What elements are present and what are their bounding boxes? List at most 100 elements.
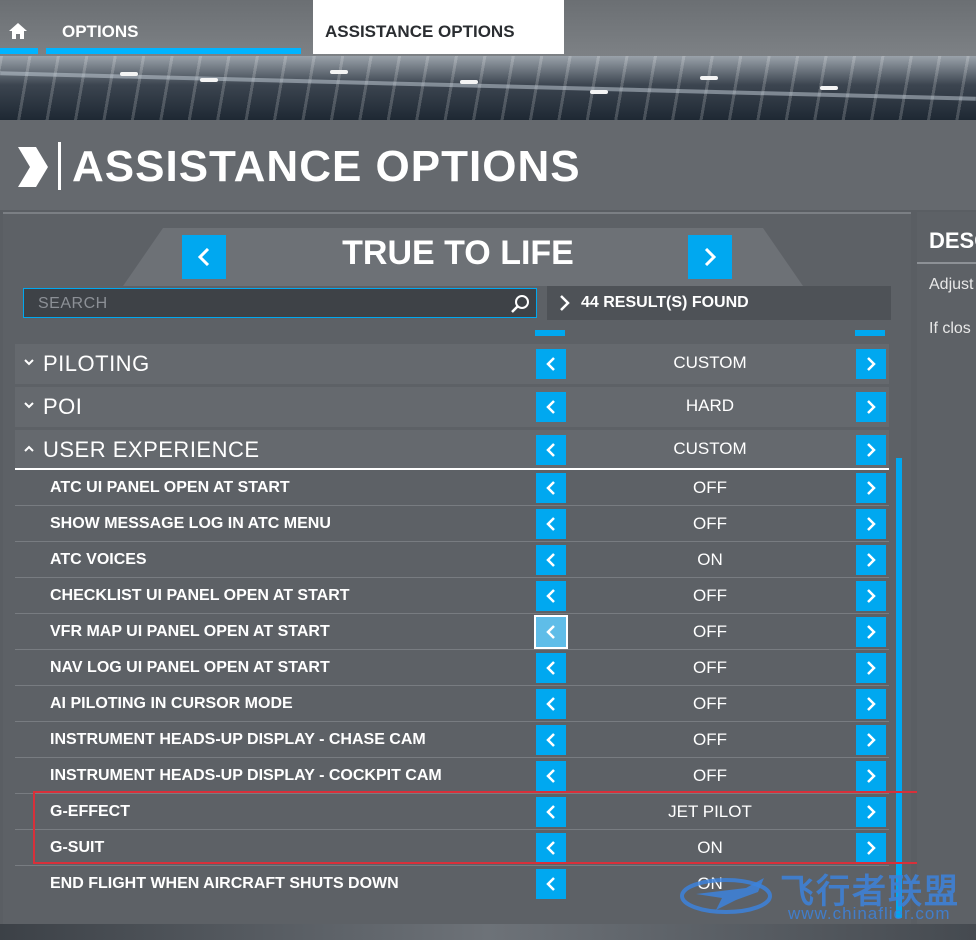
chevron-right-icon (867, 481, 876, 495)
chevron-left-icon (197, 248, 210, 266)
category-row-poi[interactable]: POI HARD (15, 387, 889, 427)
chevron-left-icon (546, 805, 555, 819)
scrollbar[interactable] (896, 458, 902, 918)
hangar-light (120, 72, 138, 76)
chevron-left-icon (546, 443, 555, 457)
chevron-right-icon (867, 357, 876, 371)
header-divider (58, 142, 61, 190)
next-value-button[interactable] (856, 545, 886, 575)
setting-label: G-SUIT (50, 839, 105, 856)
tab-options[interactable]: OPTIONS (46, 0, 301, 54)
next-value-button[interactable] (856, 833, 886, 863)
prev-value-button[interactable] (536, 869, 566, 899)
setting-row[interactable]: CHECKLIST UI PANEL OPEN AT START OFF (15, 578, 889, 614)
results-count-text: 44 RESULT(S) FOUND (581, 294, 749, 311)
setting-value: OFF (693, 766, 727, 785)
setting-row[interactable]: SHOW MESSAGE LOG IN ATC MENU OFF (15, 506, 889, 542)
prev-value-button[interactable] (536, 392, 566, 422)
tab-assistance-options[interactable]: ASSISTANCE OPTIONS (313, 0, 564, 54)
chevron-right-icon (867, 553, 876, 567)
hangar-light (330, 70, 348, 74)
description-title: DESC (929, 228, 976, 253)
chevron-down-icon (24, 359, 34, 366)
top-nav-bar: OPTIONS ASSISTANCE OPTIONS (0, 0, 976, 56)
setting-label: INSTRUMENT HEADS-UP DISPLAY - CHASE CAM (50, 731, 426, 748)
next-value-button[interactable] (856, 797, 886, 827)
prev-value-button[interactable] (536, 689, 566, 719)
next-value-button[interactable] (856, 392, 886, 422)
home-tab-indicator (0, 48, 38, 54)
description-divider (917, 262, 976, 264)
setting-row[interactable]: END FLIGHT WHEN AIRCRAFT SHUTS DOWN ON (15, 866, 889, 902)
setting-value: OFF (693, 514, 727, 533)
prev-value-button[interactable] (536, 473, 566, 503)
chevron-up-icon (24, 445, 34, 452)
next-value-button[interactable] (856, 761, 886, 791)
setting-row-g-effect[interactable]: G-EFFECT JET PILOT (15, 794, 889, 830)
prev-value-button[interactable] (536, 545, 566, 575)
prev-value-button[interactable] (536, 581, 566, 611)
prev-value-button[interactable] (536, 761, 566, 791)
search-input[interactable]: SEARCH (23, 288, 537, 318)
chevron-right-icon (867, 517, 876, 531)
category-row-piloting[interactable]: PILOTING CUSTOM (15, 344, 889, 384)
preset-prev-button[interactable] (182, 235, 226, 279)
setting-row-g-suit[interactable]: G-SUIT ON (15, 830, 889, 866)
next-value-button[interactable] (856, 689, 886, 719)
category-value: HARD (685, 396, 735, 415)
prev-value-button[interactable] (536, 509, 566, 539)
setting-row[interactable]: VFR MAP UI PANEL OPEN AT START OFF (15, 614, 889, 650)
category-label: PILOTING (43, 351, 150, 376)
chevron-left-icon (546, 733, 555, 747)
home-tab[interactable] (0, 0, 38, 54)
chevron-right-icon (867, 625, 876, 639)
chevron-left-icon (546, 661, 555, 675)
prev-value-button[interactable] (536, 349, 566, 379)
chevron-left-icon (546, 589, 555, 603)
chevron-right-icon (867, 769, 876, 783)
next-value-button[interactable] (856, 435, 886, 465)
setting-row[interactable]: INSTRUMENT HEADS-UP DISPLAY - CHASE CAM … (15, 722, 889, 758)
page-header: ASSISTANCE OPTIONS (0, 120, 976, 210)
next-value-button[interactable] (856, 653, 886, 683)
setting-row[interactable]: INSTRUMENT HEADS-UP DISPLAY - COCKPIT CA… (15, 758, 889, 794)
next-value-button[interactable] (856, 473, 886, 503)
chevron-right-icon (867, 733, 876, 747)
setting-label: G-EFFECT (50, 803, 130, 820)
chevron-left-icon (546, 697, 555, 711)
chevron-right-icon (867, 443, 876, 457)
next-value-button[interactable] (856, 617, 886, 647)
next-value-button[interactable] (856, 349, 886, 379)
setting-row[interactable]: NAV LOG UI PANEL OPEN AT START OFF (15, 650, 889, 686)
chevron-right-icon (560, 295, 570, 311)
prev-value-button[interactable] (536, 833, 566, 863)
setting-value: ON (697, 838, 723, 857)
scrolled-row-stub (535, 330, 887, 336)
results-count: 44 RESULT(S) FOUND (547, 286, 891, 320)
tab-assistance-options-label: ASSISTANCE OPTIONS (325, 22, 515, 41)
next-value-button[interactable] (856, 725, 886, 755)
search-icon[interactable] (510, 294, 530, 314)
chevron-right-icon (867, 400, 876, 414)
search-placeholder: SEARCH (38, 295, 108, 312)
prev-value-button[interactable] (536, 653, 566, 683)
setting-row[interactable]: AI PILOTING IN CURSOR MODE OFF (15, 686, 889, 722)
category-value: CUSTOM (673, 353, 747, 372)
prev-value-button[interactable] (536, 797, 566, 827)
preset-next-button[interactable] (688, 235, 732, 279)
setting-value: OFF (693, 694, 727, 713)
prev-value-button[interactable] (534, 615, 568, 649)
description-line: Adjust (929, 276, 974, 293)
category-row-user-experience[interactable]: USER EXPERIENCE CUSTOM (15, 430, 889, 470)
prev-value-button[interactable] (536, 725, 566, 755)
prev-value-button[interactable] (536, 435, 566, 465)
setting-row[interactable]: ATC VOICES ON (15, 542, 889, 578)
description-line: If clos (929, 320, 971, 337)
category-label: POI (43, 394, 83, 419)
next-value-button[interactable] (856, 581, 886, 611)
category-value: CUSTOM (673, 439, 747, 458)
category-label: USER EXPERIENCE (43, 437, 260, 462)
next-value-button[interactable] (856, 509, 886, 539)
hangar-light (200, 78, 218, 82)
setting-row[interactable]: ATC UI PANEL OPEN AT START OFF (15, 470, 889, 506)
